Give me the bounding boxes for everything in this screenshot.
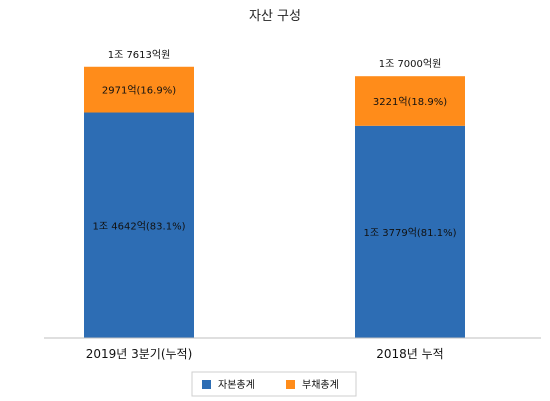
bar-segment-liabilities <box>355 76 465 126</box>
total-label: 1조 7613억원 <box>108 49 171 61</box>
bar-segment-equity <box>84 112 194 338</box>
segment-label-equity: 1조 4642억(83.1%) <box>93 220 186 232</box>
segment-label-equity: 1조 3779억(81.1%) <box>364 227 457 239</box>
total-label: 1조 7000억원 <box>379 58 442 70</box>
legend: 자본총계 부채총계 <box>191 371 357 397</box>
legend-swatch-equity <box>202 380 211 389</box>
bar-segment-liabilities <box>84 66 194 113</box>
chart-title: 자산 구성 <box>249 9 301 24</box>
segment-label-liabilities: 3221억(18.9%) <box>373 96 447 108</box>
legend-label-equity: 자본총계 <box>218 379 255 391</box>
segment-label-liabilities: 2971억(16.9%) <box>102 85 176 97</box>
category-label: 2019년 3분기(누적) <box>86 347 193 361</box>
plot-area: 1조 4642억(83.1%) 2971억(16.9%) 1조 7613억원 2019… <box>84 49 465 361</box>
legend-swatch-liabilities <box>286 380 295 389</box>
bar-segment-equity <box>355 125 465 338</box>
legend-label-liabilities: 부채총계 <box>302 379 339 391</box>
legend-frame <box>191 371 357 397</box>
category-label: 2018년 누적 <box>376 347 443 361</box>
